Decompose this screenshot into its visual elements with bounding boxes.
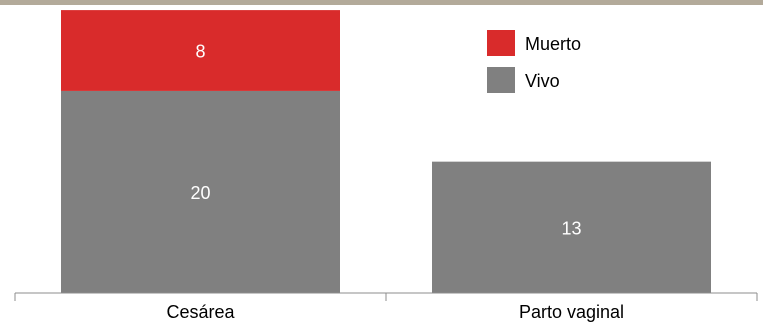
x-axis: Cesárea Parto vaginal [14,292,758,322]
bar-muerto-1 [61,10,340,91]
data-label-muerto-1: 8 [195,42,205,62]
legend: Muerto Vivo [487,30,581,93]
legend-swatch-muerto [487,30,515,56]
legend-label-vivo: Vivo [525,71,560,91]
top-rule [0,0,763,5]
bar-vivo-2 [432,161,711,293]
data-label-vivo-2: 13 [561,218,581,238]
data-label-vivo-1: 20 [190,183,210,203]
bars-group: 20 8 13 [61,10,711,294]
x-tick-label-2: Parto vaginal [519,302,624,322]
legend-label-muerto: Muerto [525,34,581,54]
bar-vivo-1 [61,90,340,294]
x-tick-label-1: Cesárea [166,302,235,322]
legend-swatch-vivo [487,67,515,93]
